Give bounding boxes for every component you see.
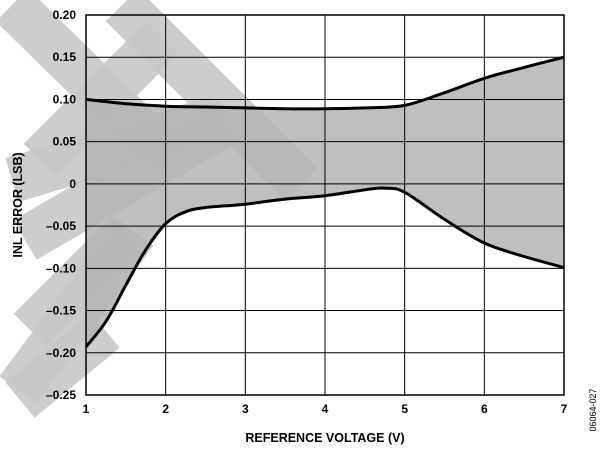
- y-tick-label: –0.25: [46, 388, 76, 402]
- x-tick-label: 5: [401, 402, 408, 416]
- y-tick-label: 0.20: [53, 8, 77, 22]
- series-lines: [84, 55, 565, 348]
- y-tick-labels: 0.20 0.15 0.10 0.05 0 –0.05 –0.10 –0.15 –0.20 –0.…: [46, 8, 76, 402]
- plot-frame: [85, 14, 565, 396]
- y-tick-label: –0.20: [46, 346, 76, 360]
- y-tick-label: –0.15: [46, 304, 76, 318]
- x-tick-label: 2: [162, 402, 169, 416]
- x-tick-label: 1: [83, 402, 90, 416]
- y-tick-label: –0.10: [46, 261, 76, 275]
- y-tick-label: 0.15: [53, 50, 77, 64]
- x-tick-label: 7: [561, 402, 568, 416]
- figure-id: 06064-027: [588, 388, 598, 431]
- x-tick-labels: 1 2 3 4 5 6 7: [83, 402, 568, 416]
- x-tick-label: 6: [481, 402, 488, 416]
- error-band-area: [86, 57, 564, 347]
- y-tick-label: 0: [69, 177, 76, 191]
- y-tick-label: 0.10: [53, 92, 77, 106]
- y-tick-label: 0.05: [53, 135, 77, 149]
- x-tick-label: 3: [242, 402, 249, 416]
- lower-limit-line: [84, 186, 565, 348]
- y-axis-label: INL ERROR (LSB): [11, 152, 25, 257]
- x-tick-label: 4: [322, 402, 329, 416]
- upper-limit-line: [85, 55, 565, 111]
- x-axis-label: REFERENCE VOLTAGE (V): [245, 431, 404, 445]
- y-tick-label: –0.05: [46, 219, 76, 233]
